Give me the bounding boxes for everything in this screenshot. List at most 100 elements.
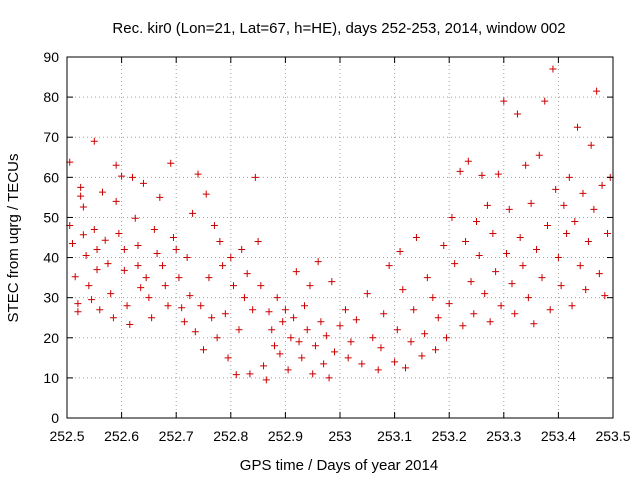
data-point bbox=[79, 231, 87, 239]
data-point bbox=[183, 254, 191, 262]
data-point bbox=[96, 306, 104, 314]
data-point bbox=[519, 262, 527, 270]
data-point bbox=[74, 300, 82, 308]
data-point bbox=[232, 371, 240, 379]
axis-ticks: 252.5 252.6 252.7 252.8 252.9 253 253.1 253.2 25… bbox=[43, 49, 630, 444]
data-point bbox=[341, 306, 349, 314]
data-point bbox=[402, 364, 410, 372]
data-point bbox=[432, 346, 440, 354]
data-point bbox=[77, 183, 85, 191]
data-point bbox=[494, 170, 502, 178]
y-tick-label: 50 bbox=[43, 209, 59, 225]
x-tick-label: 253.1 bbox=[377, 428, 412, 444]
data-point bbox=[500, 97, 508, 105]
data-point bbox=[213, 334, 221, 342]
data-point bbox=[391, 358, 399, 366]
data-point bbox=[104, 260, 112, 268]
data-point bbox=[191, 328, 199, 336]
data-point bbox=[167, 159, 175, 167]
data-point bbox=[238, 246, 246, 254]
data-point bbox=[145, 294, 153, 302]
data-point bbox=[423, 274, 431, 282]
data-point bbox=[576, 262, 584, 270]
data-point bbox=[516, 234, 524, 241]
data-point bbox=[298, 354, 306, 362]
data-point bbox=[208, 314, 216, 322]
y-tick-label: 90 bbox=[43, 49, 59, 65]
data-point bbox=[322, 332, 330, 340]
data-point bbox=[279, 318, 287, 326]
data-point bbox=[473, 217, 480, 225]
y-tick-label: 40 bbox=[43, 250, 59, 266]
data-point bbox=[137, 284, 145, 292]
data-point bbox=[470, 310, 478, 318]
data-point bbox=[262, 376, 270, 384]
data-point bbox=[533, 246, 541, 254]
data-point bbox=[112, 197, 120, 205]
data-point bbox=[358, 360, 366, 368]
data-point bbox=[219, 262, 227, 270]
data-point bbox=[74, 308, 82, 316]
data-point bbox=[290, 314, 298, 322]
data-point bbox=[180, 318, 188, 326]
data-point bbox=[331, 348, 339, 356]
data-point bbox=[554, 254, 562, 262]
data-point bbox=[363, 290, 371, 298]
data-point bbox=[68, 240, 76, 248]
data-point bbox=[320, 360, 328, 368]
data-point bbox=[254, 238, 262, 246]
data-point bbox=[90, 137, 98, 145]
data-point bbox=[268, 326, 276, 334]
data-point bbox=[434, 314, 442, 322]
data-point bbox=[574, 123, 582, 131]
data-point bbox=[284, 366, 292, 374]
data-point bbox=[328, 278, 336, 286]
data-point bbox=[189, 209, 197, 217]
data-point bbox=[486, 318, 494, 326]
data-point bbox=[109, 314, 117, 322]
data-point bbox=[101, 236, 109, 244]
data-point bbox=[385, 262, 393, 270]
data-point bbox=[175, 274, 183, 282]
data-point bbox=[505, 205, 513, 213]
data-point bbox=[407, 338, 415, 346]
data-point bbox=[442, 334, 450, 342]
data-point bbox=[71, 273, 79, 281]
data-point bbox=[380, 310, 388, 318]
data-point bbox=[475, 252, 483, 260]
x-tick-label: 252.5 bbox=[49, 428, 84, 444]
data-point bbox=[317, 318, 325, 326]
data-point bbox=[88, 296, 96, 304]
data-point bbox=[164, 302, 172, 310]
data-point bbox=[568, 302, 576, 310]
data-point bbox=[295, 338, 303, 346]
data-point bbox=[418, 352, 426, 360]
data-point bbox=[325, 374, 333, 382]
data-point bbox=[440, 242, 448, 250]
data-point bbox=[590, 205, 598, 213]
data-point bbox=[584, 238, 592, 246]
data-point bbox=[456, 167, 464, 175]
data-point bbox=[543, 221, 551, 229]
data-point bbox=[524, 294, 532, 302]
data-point bbox=[235, 326, 243, 334]
data-point bbox=[593, 87, 601, 95]
data-point bbox=[292, 268, 300, 276]
data-point bbox=[276, 350, 284, 358]
x-tick-label: 253.2 bbox=[432, 428, 467, 444]
data-point bbox=[118, 172, 126, 180]
data-point bbox=[535, 151, 543, 159]
data-point bbox=[120, 266, 128, 274]
data-point bbox=[161, 282, 169, 290]
data-point bbox=[98, 188, 106, 196]
data-point bbox=[287, 334, 295, 342]
data-point bbox=[260, 362, 268, 370]
data-point bbox=[134, 262, 142, 270]
data-point bbox=[478, 171, 486, 179]
data-point bbox=[459, 322, 467, 330]
data-point bbox=[571, 217, 579, 225]
data-point bbox=[563, 229, 571, 237]
data-point bbox=[421, 330, 429, 338]
data-point bbox=[483, 201, 491, 209]
